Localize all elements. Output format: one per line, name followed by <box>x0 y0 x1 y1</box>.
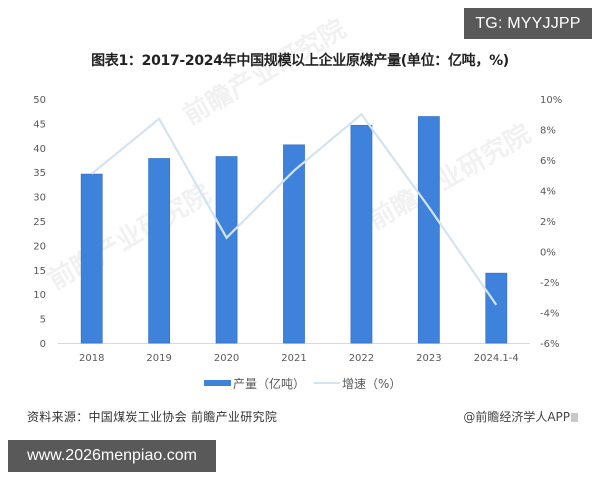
x-axis: 2018 2019 2020 2021 2022 2023 2024.1-4 <box>79 353 519 364</box>
right-tick-label: 2% <box>540 217 556 228</box>
right-y-axis: -6% -4% -2% 0% 2% 4% 6% 8% 10% <box>540 95 562 350</box>
left-y-axis: 0 5 10 15 20 25 30 35 40 45 50 <box>33 95 46 350</box>
left-tick-label: 0 <box>40 339 46 350</box>
x-tick-label: 2022 <box>349 353 374 364</box>
left-tick-label: 30 <box>33 193 46 204</box>
bar-2022 <box>350 124 373 344</box>
watermark-text: 前瞻产业研究院 <box>363 118 536 236</box>
bar-2021 <box>283 144 305 344</box>
watermark-text: 前瞻产业研究院 <box>178 13 351 131</box>
bar-series-production <box>80 116 508 344</box>
legend: 产量（亿吨） 增速（%） <box>204 376 401 391</box>
watermark-text: 前瞻产业研究院 <box>43 178 216 296</box>
right-tick-label: 8% <box>540 126 556 137</box>
legend-label-production: 产量（亿吨） <box>233 376 305 391</box>
bar-2023 <box>417 116 440 344</box>
credit-mark-icon <box>571 413 578 422</box>
right-tick-label: -6% <box>540 339 559 350</box>
bar-2024.1-4 <box>485 272 508 344</box>
source-note: 资料来源：中国煤炭工业协会 前瞻产业研究院 <box>27 410 278 424</box>
x-tick-label: 2023 <box>416 353 441 364</box>
bar-2020 <box>215 156 238 344</box>
x-tick-label: 2019 <box>146 353 171 364</box>
left-tick-label: 5 <box>40 315 46 326</box>
x-tick-label: 2020 <box>214 353 239 364</box>
tg-watermark-badge: TG: MYYJJPP <box>464 8 592 39</box>
line-series-growth <box>91 112 498 306</box>
site-watermark-badge: www.2026menpiao.com <box>8 440 216 472</box>
right-tick-label: 0% <box>540 248 556 259</box>
right-tick-label: 4% <box>540 187 556 198</box>
credit-note: @前瞻经济学人APP <box>463 408 578 425</box>
right-tick-label: -4% <box>540 309 559 320</box>
chart-title: 图表1：2017-2024年中国规模以上企业原煤产量(单位：亿吨，%) <box>91 53 509 69</box>
right-tick-label: -2% <box>540 278 559 289</box>
bar-2019 <box>148 158 171 344</box>
legend-label-growth: 增速（%） <box>342 377 401 391</box>
legend-bar-swatch <box>204 380 231 386</box>
right-tick-label: 10% <box>540 95 562 106</box>
credit-text: @前瞻经济学人APP <box>463 410 570 424</box>
left-tick-label: 15 <box>33 266 46 277</box>
left-tick-label: 45 <box>33 119 46 130</box>
left-tick-label: 20 <box>33 241 46 252</box>
bar-2018 <box>80 173 103 344</box>
left-tick-label: 25 <box>33 217 46 228</box>
left-tick-label: 10 <box>33 290 46 301</box>
left-tick-label: 35 <box>33 168 46 179</box>
left-tick-label: 50 <box>33 95 46 106</box>
x-tick-label: 2018 <box>79 353 104 364</box>
left-tick-label: 40 <box>33 144 46 155</box>
x-tick-label: 2024.1-4 <box>474 353 519 364</box>
x-tick-label: 2021 <box>281 353 306 364</box>
right-tick-label: 6% <box>540 156 556 167</box>
